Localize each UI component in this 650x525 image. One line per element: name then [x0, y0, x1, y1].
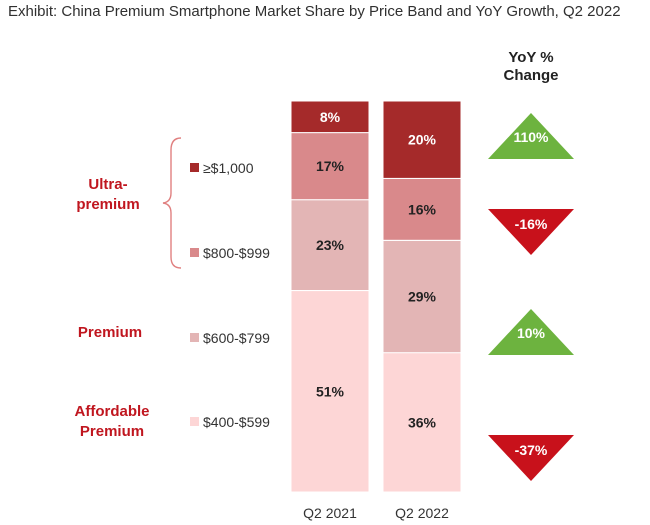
yoy-triangle-1-000	[488, 113, 574, 159]
x-tick-q2-2022: Q2 2022	[395, 505, 449, 521]
legend-label-600-799: $600-$799	[203, 330, 270, 346]
yoy-header-line-2: Change	[503, 67, 558, 84]
bar-q2-2022-1-000	[382, 100, 462, 179]
legend-label-400-599: $400-$599	[203, 414, 270, 430]
value-label-q2-2022-1-000: 20%	[408, 132, 437, 148]
bar-q2-2022-600-799	[382, 239, 462, 354]
yoy-label-400-599: -37%	[515, 442, 548, 458]
yoy-triangle-800-999	[488, 209, 574, 255]
value-label-q2-2021-800-999: 17%	[316, 158, 345, 174]
yoy-header-line-1: YoY %	[508, 49, 553, 66]
legend-label-800-999: $800-$999	[203, 245, 270, 261]
chart-title: Exhibit: China Premium Smartphone Market…	[8, 3, 621, 20]
yoy-label-1-000: 110%	[513, 129, 549, 145]
value-label-q2-2021-400-599: 51%	[316, 383, 345, 399]
value-label-q2-2022-800-999: 16%	[408, 201, 437, 217]
legend-swatch-800-999	[190, 248, 199, 257]
value-label-q2-2022-600-799: 29%	[408, 289, 437, 305]
legend-swatch-600-799	[190, 333, 199, 342]
bar-q2-2021-400-599	[290, 290, 370, 493]
value-label-q2-2021-600-799: 23%	[316, 237, 345, 253]
group-label-ultra-premium-line-2: premium	[76, 196, 139, 213]
yoy-label-800-999: -16%	[515, 216, 548, 232]
bar-q2-2022-800-999	[382, 177, 462, 241]
legend-label-1-000: ≥$1,000	[203, 160, 254, 176]
legend-swatch-1-000	[190, 163, 199, 172]
yoy-triangle-400-599	[488, 435, 574, 481]
group-label-premium-line-1: Premium	[78, 324, 142, 341]
bar-q2-2021-600-799	[290, 199, 370, 291]
yoy-label-600-799: 10%	[517, 325, 546, 341]
group-label-affordable-premium-line-1: Affordable	[75, 403, 150, 420]
legend-swatch-400-599	[190, 417, 199, 426]
ultra-premium-bracket	[162, 137, 182, 269]
group-label-affordable-premium-line-2: Premium	[80, 423, 144, 440]
group-label-ultra-premium-line-1: Ultra-	[88, 176, 127, 193]
bar-q2-2021-800-999	[290, 132, 370, 201]
x-tick-q2-2021: Q2 2021	[303, 505, 357, 521]
value-label-q2-2021-1-000: 8%	[320, 109, 341, 125]
yoy-triangle-600-799	[488, 309, 574, 355]
value-label-q2-2022-400-599: 36%	[408, 414, 437, 430]
bar-q2-2021-1-000	[290, 100, 370, 134]
